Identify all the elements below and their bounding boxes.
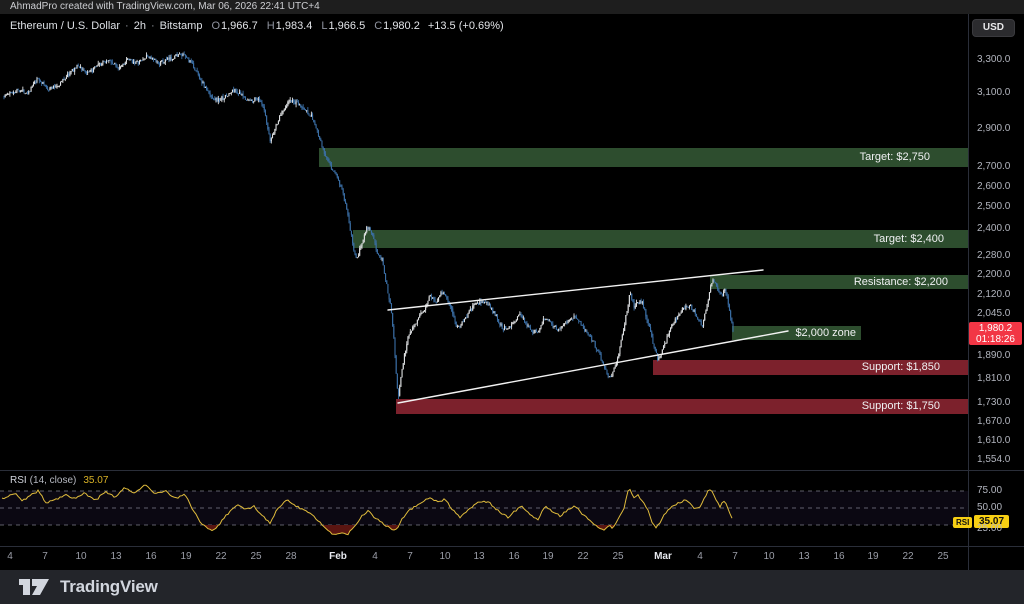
time-axis-label: 16 [508,551,520,562]
chart-canvas[interactable] [0,0,1024,570]
zone-band-3[interactable] [732,326,861,340]
pane-separators [0,14,1024,570]
time-axis-label: 19 [867,551,879,562]
price-axis-label: 2,900.0 [977,122,1011,134]
zone-band-0[interactable] [319,148,968,167]
high-value: H1,983.4 [266,20,313,32]
time-axis-label: 4 [372,551,378,562]
price-axis-label: 1,730.0 [977,397,1011,409]
price-axis-label: 1,554.0 [977,454,1011,466]
symbol-exchange[interactable]: Bitstamp [159,20,203,32]
legend-separator: · [150,20,155,32]
price-axis-label: 3,300.0 [977,53,1011,65]
price-zones[interactable] [319,148,968,414]
time-axis-label: 7 [407,551,413,562]
zone-label-resistance-2200[interactable]: Resistance: $2,200 [853,276,948,288]
time-axis-label: 4 [7,551,13,562]
time-axis-label: 7 [42,551,48,562]
price-axis-label: 1,610.0 [977,435,1011,447]
rsi-oversold-fill [596,525,614,531]
time-axis-month-label: Mar [654,551,672,562]
rsi-name: RSI [10,475,27,486]
time-axis-month-label: Feb [329,551,347,562]
price-axis-label: 3,100.0 [977,87,1011,99]
time-axis-label: 16 [145,551,157,562]
rsi-oversold-fill [324,525,354,535]
zone-band-2[interactable] [710,275,968,289]
price-axis-label: 2,500.0 [977,201,1011,213]
time-axis-label: 10 [763,551,775,562]
zone-label-support-1850[interactable]: Support: $1,850 [861,361,940,373]
price-axis-label: 2,400.0 [977,223,1011,235]
zone-band-4[interactable] [653,360,968,375]
tradingview-brand[interactable]: TradingView [60,577,158,596]
time-axis-label: 16 [833,551,845,562]
last-price-value: 1,980.2 [978,323,1013,334]
rsi-axis-tag: RSI [953,517,973,528]
trendlines[interactable] [387,269,789,404]
symbol-interval[interactable]: 2h [133,20,146,32]
legend-separator: · [125,20,129,32]
price-axis-label: 1,670.0 [977,415,1011,427]
time-axis-label: 25 [612,551,624,562]
low-value: L1,966.5 [321,20,366,32]
close-value: C1,980.2 [374,20,420,32]
time-axis-label: 28 [285,551,297,562]
price-axis-label: 2,700.0 [977,160,1011,172]
time-axis-label: 19 [180,551,192,562]
rsi-pane [0,484,968,536]
zone-label-2000-zone[interactable]: $2,000 zone [795,327,856,339]
time-axis-label: 7 [732,551,738,562]
rsi-value-badge: 35.07 [974,515,1010,528]
symbol-legend: Ethereum / U.S. Dollar · 2h · Bitstamp O1,966… [10,20,504,32]
price-axis-label: 2,045.0 [977,308,1011,320]
price-axis-label: 2,120.0 [977,289,1011,301]
price-axis-label: 1,810.0 [977,373,1011,385]
price-axis-label: 2,600.0 [977,180,1011,192]
time-axis-label: 13 [798,551,810,562]
rsi-axis-label: 25.00 [977,523,1003,534]
time-axis-label: 22 [215,551,227,562]
zone-band-5[interactable] [396,399,968,414]
rsi-axis-label: 75.00 [977,485,1003,496]
price-axis-label: 2,280.0 [977,250,1011,262]
price-axis-label: 2,200.0 [977,269,1011,281]
time-axis-label: 13 [110,551,122,562]
price-axis-label: 1,890.0 [977,350,1011,362]
bar-countdown: 01:18:26 [976,334,1015,345]
attribution-bar: AhmadPro created with TradingView.com, M… [0,0,1024,14]
time-axis-label: 10 [75,551,87,562]
change-value: +13.5 (+0.69%) [427,20,504,32]
zone-band-1[interactable] [353,230,968,248]
time-axis-label: 10 [439,551,451,562]
open-value: O1,966.7 [211,20,258,32]
candlestick-series [3,51,734,399]
time-axis-label: 25 [937,551,949,562]
zone-label-target-2400[interactable]: Target: $2,400 [873,233,944,245]
rsi-legend[interactable]: RSI (14, close) 35.07 [10,475,108,486]
symbol-title[interactable]: Ethereum / U.S. Dollar [10,20,121,32]
rsi-current-value: 35.07 [83,475,109,486]
currency-button[interactable]: USD [971,19,1015,37]
trendline-0[interactable] [387,269,764,311]
rsi-params: (14, close) [29,475,77,486]
rsi-oversold-fill [386,525,398,530]
rsi-axis-label: 50.00 [977,502,1003,513]
tradingview-logo-icon[interactable] [18,578,50,596]
trendline-1[interactable] [397,330,789,404]
rsi-line [1,484,733,536]
zone-label-target-2750[interactable]: Target: $2,750 [859,151,930,163]
footer-bar: TradingView [0,570,1024,604]
time-axis-label: 19 [542,551,554,562]
time-axis-label: 13 [473,551,485,562]
last-price-badge: 1,980.2 01:18:26 [969,322,1022,345]
time-axis-label: 22 [902,551,914,562]
zone-label-support-1750[interactable]: Support: $1,750 [861,400,940,412]
time-axis-label: 22 [577,551,589,562]
time-axis-label: 25 [250,551,262,562]
time-axis-label: 4 [697,551,703,562]
